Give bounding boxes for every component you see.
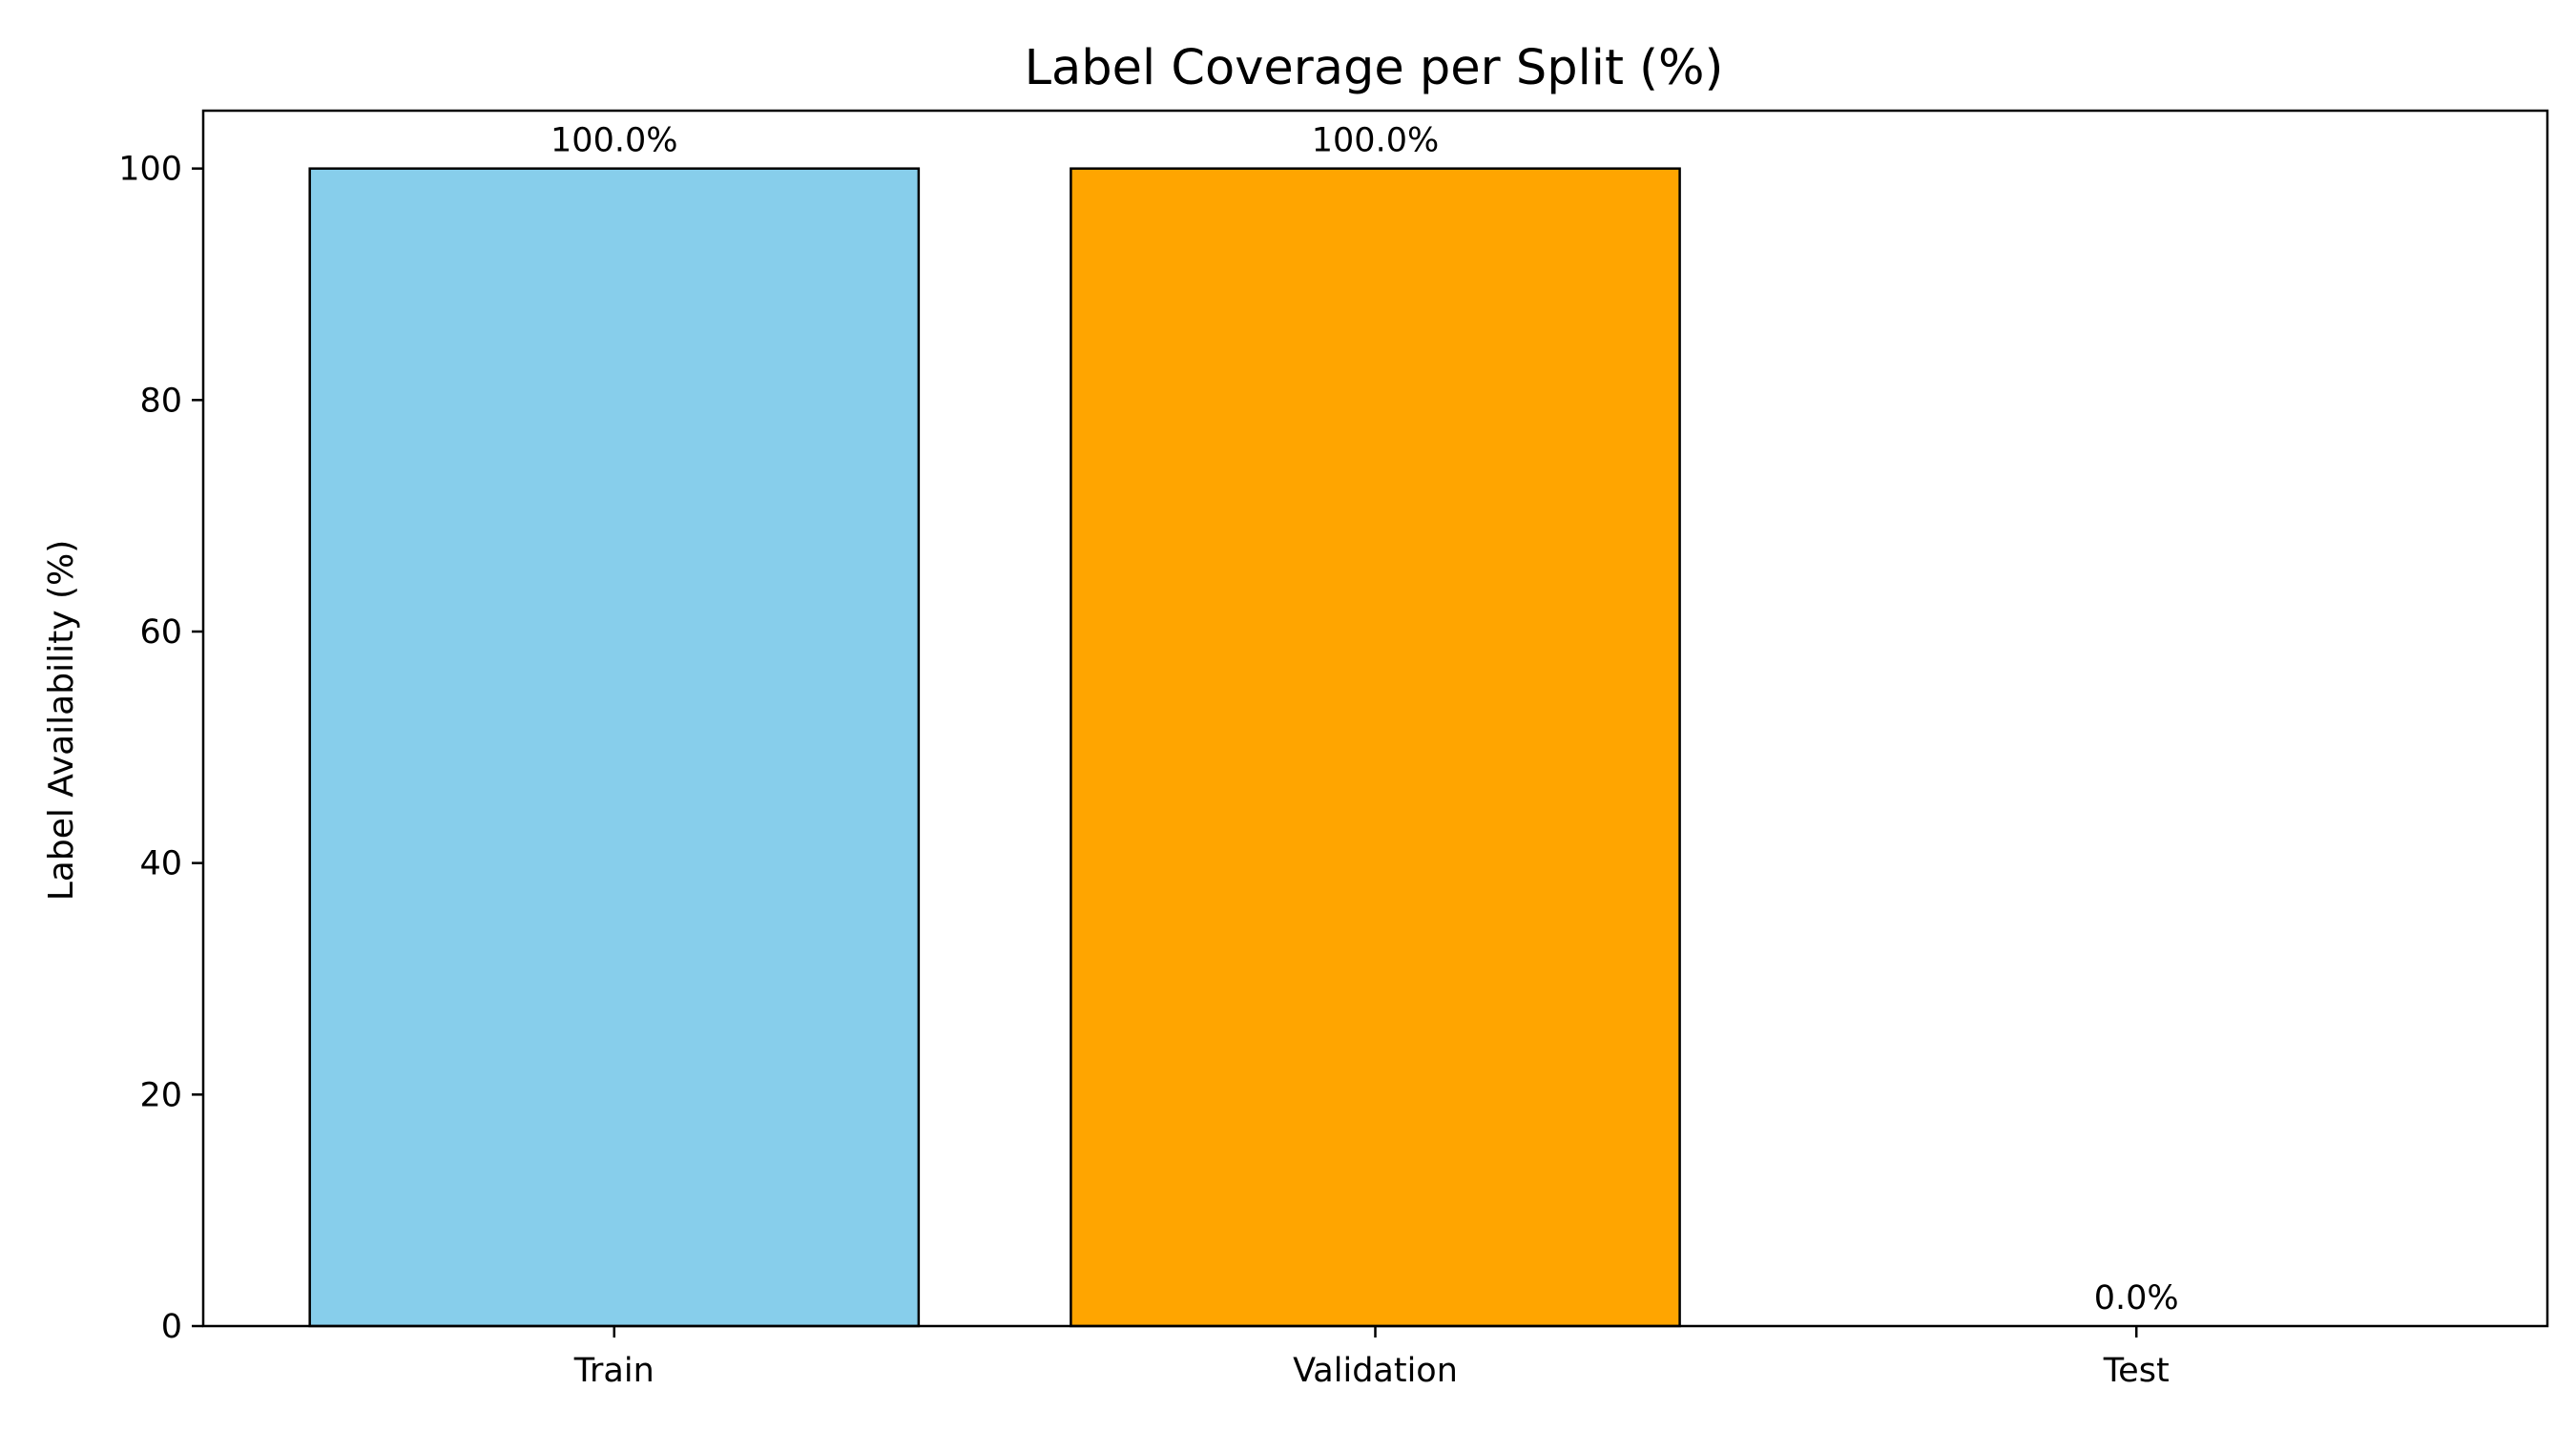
x-axis-ticks: Train Validation Test [573, 1326, 2170, 1390]
bar-group [308, 167, 1681, 1328]
y-axis-ticks: 0 20 40 60 80 100 [118, 151, 203, 1346]
x-tick-label: Validation [1293, 1352, 1458, 1390]
y-tick-label: 60 [139, 613, 182, 652]
bar-validation [1070, 167, 1681, 1328]
y-tick-label: 20 [139, 1076, 182, 1114]
y-tick-label: 40 [139, 845, 182, 883]
data-label-validation: 100.0% [1312, 122, 1439, 160]
x-tick-label: Train [573, 1352, 654, 1390]
data-labels: 100.0% 100.0% 0.0% [551, 122, 2179, 1317]
y-tick-label: 0 [161, 1308, 182, 1346]
data-label-train: 100.0% [551, 122, 677, 160]
plot-frame [201, 109, 2549, 1328]
bar-train [308, 167, 921, 1328]
y-tick-label: 100 [118, 151, 182, 189]
y-axis-label: Label Availability (%) [42, 540, 81, 902]
data-label-test: 0.0% [2094, 1279, 2179, 1317]
x-tick-label: Test [2103, 1352, 2170, 1390]
chart-title: Label Coverage per Split (%) [1025, 40, 1724, 96]
y-tick-label: 80 [139, 382, 182, 420]
